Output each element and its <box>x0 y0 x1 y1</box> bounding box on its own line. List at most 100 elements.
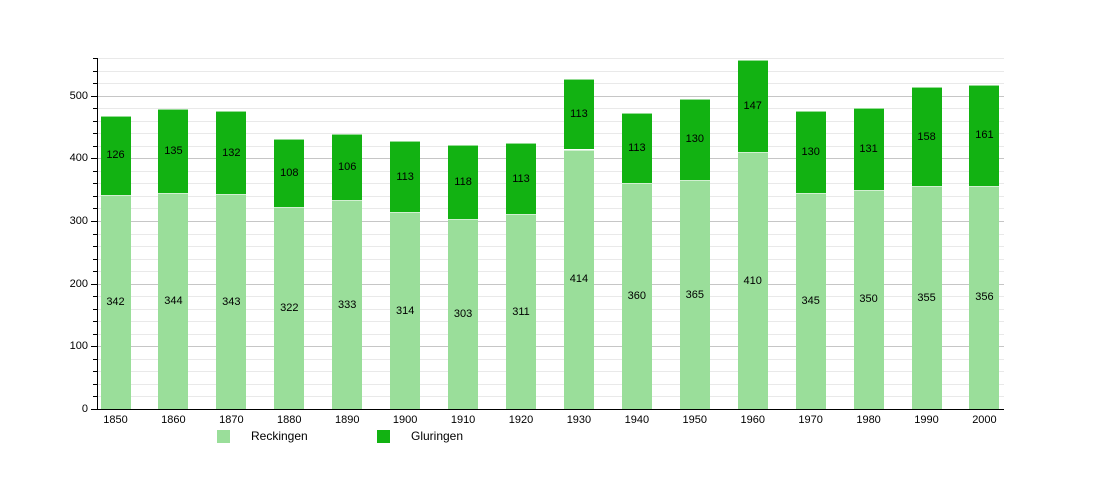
y-axis-minor-tick <box>93 333 97 335</box>
bar-segment-reckingen <box>506 214 536 409</box>
gridline-minor <box>98 246 1004 248</box>
gridline-minor <box>98 108 1004 110</box>
gridline-minor <box>98 183 1004 185</box>
y-axis-minor-tick <box>93 396 97 398</box>
bar-segment-gluringen <box>506 143 536 215</box>
bar-segment-reckingen <box>390 212 421 409</box>
bar-segment-gluringen <box>737 59 768 152</box>
y-axis-minor-tick <box>93 358 97 360</box>
bar-value-label: 343 <box>222 295 241 308</box>
bar-value-label: 161 <box>975 129 994 142</box>
x-axis-label: 1920 <box>508 414 534 426</box>
y-axis-minor-tick <box>93 208 97 210</box>
gridline-minor <box>98 296 1004 298</box>
bar-value-label: 360 <box>627 290 647 303</box>
bar-value-label: 132 <box>222 146 241 159</box>
bar-segment-reckingen <box>274 207 305 409</box>
x-axis-label: 1890 <box>334 414 360 426</box>
gridline-minor <box>98 120 1004 122</box>
bar-segment-gluringen <box>969 84 1000 186</box>
y-axis-label: 500 <box>69 89 88 102</box>
gridline-minor <box>98 383 1004 385</box>
y-axis-label: 200 <box>69 277 88 290</box>
gridline-minor <box>98 358 1004 360</box>
bar-segment-gluringen <box>448 145 479 220</box>
bar-value-label: 131 <box>859 142 878 155</box>
gridline-minor <box>98 333 1004 335</box>
y-axis-label: 300 <box>69 214 88 227</box>
bar-value-label: 345 <box>801 294 820 307</box>
gridline-minor <box>98 233 1004 235</box>
legend-label-reckingen: Reckingen <box>251 428 308 443</box>
bar-segment-gluringen <box>332 133 363 201</box>
y-axis-minor-tick <box>93 258 97 260</box>
y-axis-minor-tick <box>93 108 97 110</box>
bar-value-label: 314 <box>395 304 415 317</box>
gridline-minor <box>98 133 1004 135</box>
x-axis-label: 1850 <box>103 414 128 426</box>
y-axis-minor-tick <box>93 195 97 197</box>
y-axis-minor-tick <box>93 371 97 373</box>
y-axis-minor-tick <box>93 233 97 235</box>
y-axis-minor-tick <box>93 145 97 147</box>
y-axis-label: 400 <box>69 152 88 165</box>
bar-segment-reckingen <box>853 189 884 409</box>
bar-value-label: 355 <box>917 291 936 304</box>
x-axis-label: 1990 <box>914 414 939 426</box>
x-axis-label: 1940 <box>624 414 650 426</box>
gridline-major <box>98 220 1004 222</box>
bar-segment-reckingen <box>737 152 768 409</box>
bar-segment-gluringen <box>621 112 652 184</box>
bar-segment-gluringen <box>274 139 305 208</box>
gridline-minor <box>98 371 1004 373</box>
bar-value-label: 365 <box>685 288 704 301</box>
gridline-major <box>98 346 1004 348</box>
bar-segment-reckingen <box>679 180 710 409</box>
y-axis-minor-tick <box>93 83 97 85</box>
x-axis-label: 1980 <box>856 414 881 426</box>
bar-segment-gluringen <box>795 111 826 193</box>
bar-segment-reckingen <box>563 149 594 409</box>
y-axis-major-tick <box>91 346 97 348</box>
y-axis-major-tick <box>91 283 97 285</box>
bar-value-label: 311 <box>512 305 530 318</box>
gridline-minor <box>98 271 1004 273</box>
bar-value-label: 350 <box>859 293 878 306</box>
y-axis-major-tick <box>91 220 97 222</box>
legend-item-reckingen: Reckingen <box>217 429 308 443</box>
bar-value-label: 113 <box>628 141 646 154</box>
gridline-minor <box>98 258 1004 260</box>
gridline-major <box>98 283 1004 285</box>
gridline-minor <box>98 145 1004 147</box>
bar-segment-gluringen <box>679 98 710 181</box>
bar-value-label: 135 <box>164 145 183 158</box>
bar-value-label: 342 <box>106 295 125 308</box>
bar-value-label: 414 <box>569 273 589 286</box>
bar-segment-reckingen <box>911 186 942 409</box>
bar-segment-gluringen <box>911 87 942 187</box>
bar-value-label: 113 <box>396 170 414 183</box>
bar-value-label: 113 <box>570 108 588 121</box>
legend-item-gluringen: Gluringen <box>377 429 463 443</box>
bar-value-label: 410 <box>743 274 762 287</box>
y-axis-minor-tick <box>93 296 97 298</box>
gridline-minor <box>98 58 1004 59</box>
bar-value-label: 130 <box>801 146 820 159</box>
x-axis-label: 2000 <box>972 414 997 426</box>
gridline-minor <box>98 195 1004 197</box>
gridline-minor <box>98 308 1004 310</box>
bar-value-label: 106 <box>338 161 357 174</box>
x-axis-label: 1930 <box>566 414 592 426</box>
gridline-minor <box>98 321 1004 323</box>
bar-value-label: 333 <box>338 298 357 311</box>
bar-value-label: 147 <box>743 99 762 112</box>
gridline-minor <box>98 70 1004 72</box>
gridline-minor <box>98 170 1004 172</box>
bar-segment-gluringen <box>390 141 421 213</box>
y-axis-minor-tick <box>93 271 97 273</box>
x-axis-label: 1880 <box>277 414 302 426</box>
bar-value-label: 344 <box>164 295 183 308</box>
bar-segment-reckingen <box>158 193 189 409</box>
bar-segment-gluringen <box>100 115 131 195</box>
